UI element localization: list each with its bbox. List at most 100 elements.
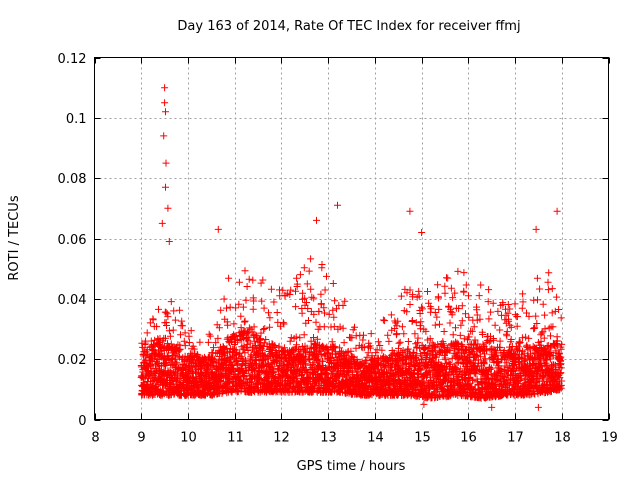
data-point xyxy=(196,338,204,346)
data-point xyxy=(416,365,424,372)
data-point xyxy=(500,347,508,354)
data-point xyxy=(539,300,547,308)
data-point xyxy=(279,286,287,294)
data-point xyxy=(411,330,419,338)
data-point xyxy=(379,316,387,324)
data-point xyxy=(280,344,288,352)
data-point xyxy=(511,300,519,308)
data-point xyxy=(241,317,249,325)
data-point xyxy=(258,297,266,305)
data-point xyxy=(427,305,435,313)
data-point xyxy=(457,321,465,329)
data-point xyxy=(273,309,281,316)
data-point xyxy=(374,338,382,346)
data-point xyxy=(290,382,298,390)
data-point xyxy=(465,313,473,321)
data-point xyxy=(557,314,565,322)
data-point xyxy=(226,303,234,311)
data-point xyxy=(496,326,504,334)
data-point xyxy=(400,330,408,338)
data-point xyxy=(484,298,492,306)
data-point xyxy=(473,351,481,359)
data-point xyxy=(553,342,561,350)
data-point xyxy=(555,306,563,313)
data-point xyxy=(313,335,321,343)
data-point xyxy=(367,330,375,338)
data-point xyxy=(412,319,420,327)
data-point xyxy=(465,333,473,341)
data-point xyxy=(553,293,561,301)
data-point xyxy=(154,356,162,364)
data-point xyxy=(441,354,449,362)
data-point xyxy=(416,310,424,317)
x-tick-label: 17 xyxy=(507,431,524,446)
data-point xyxy=(147,378,155,386)
data-point xyxy=(534,296,541,304)
data-point xyxy=(339,324,347,332)
data-point xyxy=(452,324,459,332)
data-point xyxy=(261,325,269,332)
data-point xyxy=(266,314,274,322)
chart-title: Day 163 of 2014, Rate Of TEC Index for r… xyxy=(177,19,520,34)
data-point xyxy=(292,287,299,295)
data-point xyxy=(424,288,431,295)
data-point xyxy=(434,281,442,289)
data-point xyxy=(260,304,268,312)
data-point xyxy=(409,291,417,299)
data-point xyxy=(250,297,258,305)
data-point xyxy=(481,366,489,374)
data-point xyxy=(487,308,495,316)
data-point xyxy=(548,285,556,293)
x-tick-label: 14 xyxy=(367,431,384,446)
data-point xyxy=(321,309,328,317)
data-point xyxy=(456,365,464,373)
data-point xyxy=(384,331,392,339)
data-point xyxy=(548,309,556,317)
data-point xyxy=(516,339,524,346)
data-point xyxy=(299,289,307,297)
data-point xyxy=(215,324,223,332)
data-point xyxy=(206,332,214,340)
data-point xyxy=(190,345,198,353)
data-point xyxy=(517,374,525,382)
data-point xyxy=(422,327,430,335)
data-point xyxy=(469,376,477,384)
data-point xyxy=(220,295,228,303)
data-point xyxy=(257,279,265,287)
data-point xyxy=(499,372,507,380)
data-point xyxy=(505,317,513,325)
data-point xyxy=(470,323,478,331)
data-point xyxy=(245,324,253,332)
data-point xyxy=(434,386,441,394)
data-point xyxy=(158,219,166,227)
data-point xyxy=(162,334,169,342)
data-point xyxy=(418,305,426,313)
data-point xyxy=(301,294,309,302)
data-point xyxy=(522,333,530,341)
data-point xyxy=(162,183,169,191)
data-point xyxy=(538,329,546,337)
data-point xyxy=(323,272,330,280)
data-point xyxy=(171,316,179,324)
data-point xyxy=(458,317,466,325)
data-point xyxy=(205,330,213,338)
data-point xyxy=(406,301,414,308)
data-point xyxy=(173,358,181,366)
data-point xyxy=(404,345,412,353)
data-point xyxy=(266,323,274,331)
data-point xyxy=(537,337,545,345)
data-point xyxy=(480,360,488,368)
data-point xyxy=(395,373,403,381)
x-tick-label: 12 xyxy=(273,431,290,446)
data-point xyxy=(460,269,468,277)
data-point xyxy=(476,315,484,323)
data-point xyxy=(171,351,179,359)
data-point xyxy=(378,346,386,354)
data-point xyxy=(545,324,553,332)
data-point xyxy=(300,331,308,339)
data-point xyxy=(319,357,327,365)
data-point xyxy=(404,338,412,345)
data-point xyxy=(460,335,468,343)
data-point xyxy=(545,269,553,277)
data-point xyxy=(408,317,416,324)
